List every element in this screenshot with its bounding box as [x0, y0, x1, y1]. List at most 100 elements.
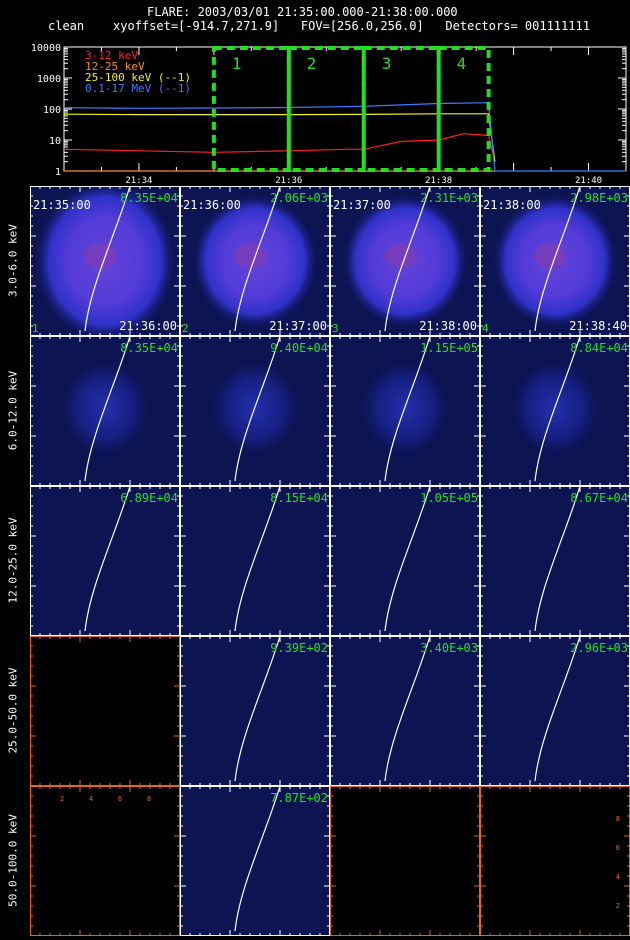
image-panel-background [30, 486, 180, 636]
panel-frame [180, 486, 330, 636]
solar-limb-line [84, 485, 131, 632]
y-tick-label: 1 [55, 167, 61, 178]
peak-value-label: 6.89E+04 [120, 491, 178, 505]
peak-value-label: 1.15E+05 [420, 341, 478, 355]
source-core [234, 244, 266, 268]
empty-panel-tick-label: 2 [60, 795, 64, 803]
x-tick-label: 21:38 [425, 176, 452, 186]
solar-limb-line [234, 335, 281, 482]
empty-panel-background [330, 786, 480, 936]
legend-entry: 12-25 keV [85, 60, 145, 73]
image-parameters: clean xyoffset=[-914.7,271.9] FOV=[256.0… [48, 19, 590, 33]
panel-frame [30, 486, 180, 636]
peak-value-label: 8.67E+04 [570, 491, 628, 505]
image-panel-background [330, 636, 480, 786]
xyoffset-value: [-914.7,271.9] [178, 19, 280, 33]
panel-frame [30, 336, 180, 486]
interval-end-time: 21:36:00 [119, 319, 177, 333]
peak-value-label: 8.35E+04 [120, 341, 178, 355]
empty-panel-tick-label: 6 [616, 844, 620, 852]
interval-start-time: 21:35:00 [33, 198, 91, 212]
interval-number: 2 [307, 54, 317, 73]
peak-value-label: 1.05E+05 [420, 491, 478, 505]
empty-panel-tick-label: 2 [616, 902, 620, 910]
panel-frame [330, 336, 480, 486]
interval-number: 3 [382, 54, 392, 73]
source-core [384, 244, 416, 268]
peak-value-label: 2.06E+03 [270, 191, 328, 205]
panel-index-label: 3 [332, 322, 339, 335]
empty-panel-tick-label: 8 [147, 795, 151, 803]
plot-frame [63, 46, 627, 172]
image-panel-background [180, 786, 330, 936]
peak-value-label: 9.39E+02 [270, 641, 328, 655]
interval-number: 1 [232, 54, 242, 73]
panel-frame [330, 786, 480, 936]
interval-start-time: 21:38:00 [483, 198, 541, 212]
solar-limb-line [534, 485, 581, 632]
solar-limb-line [384, 335, 431, 482]
image-panel-background [330, 486, 480, 636]
panel-frame [330, 486, 480, 636]
image-panel-background [180, 636, 330, 786]
x-tick-label: 21:36 [275, 176, 302, 186]
x-tick-label: 21:40 [575, 176, 602, 186]
image-panel-background [480, 486, 630, 636]
empty-panel-tick-label: 8 [616, 815, 620, 823]
peak-value-label: 2.31E+03 [420, 191, 478, 205]
energy-band-label: 12.0-25.0 keV [6, 517, 20, 604]
fov-label: FOV= [300, 19, 330, 33]
solar-limb-line [234, 485, 281, 632]
method-label: clean [48, 19, 85, 33]
peak-value-label: 8.35E+04 [120, 191, 178, 205]
y-tick-label: 100 [43, 105, 61, 116]
empty-panel-tick-label: 6 [118, 795, 122, 803]
panel-index-label: 4 [482, 322, 489, 335]
panel-frame [30, 786, 180, 936]
energy-band-label: 3.0-6.0 keV [6, 224, 20, 297]
empty-panel-background [30, 636, 180, 786]
panel-index-label: 1 [32, 322, 39, 335]
image-panel-background [180, 486, 330, 636]
solar-limb-line [234, 785, 281, 932]
xyoffset-label: xyoffset= [113, 19, 179, 33]
series-line [63, 102, 626, 172]
energy-band-label: 25.0-50.0 keV [6, 667, 20, 754]
legend-entry: 0.1-17 MeV (--1) [85, 82, 191, 95]
series-line [63, 133, 496, 162]
panel-frame [30, 636, 180, 786]
peak-value-label: 3.40E+03 [420, 641, 478, 655]
peak-value-label: 8.15E+04 [270, 491, 328, 505]
solar-limb-line [384, 485, 431, 632]
solar-limb-line [234, 186, 281, 332]
energy-band-label: 50.0-100.0 keV [6, 814, 20, 907]
interval-number: 4 [457, 54, 467, 73]
detectors-value: 001111111 [524, 19, 590, 33]
solar-limb-line [84, 186, 131, 332]
solar-limb-line [534, 635, 581, 782]
y-tick-label: 10000 [31, 43, 61, 54]
source-core [534, 244, 566, 268]
legend-entry: 3-12 keV [85, 49, 138, 62]
panel-frame [30, 186, 180, 336]
image-panel-background [480, 636, 630, 786]
empty-panel-tick-label: 4 [89, 795, 93, 803]
lightcurve-plot: 1 10 100 1000 10000 21:34 21:36 21:38 21:40 3-12 … [31, 43, 627, 186]
detectors-label: Detectors= [445, 19, 518, 33]
time-interval-box [436, 46, 491, 172]
interval-start-time: 21:37:00 [333, 198, 391, 212]
solar-limb-line [384, 186, 431, 332]
panel-frame [180, 636, 330, 786]
empty-panel-background [30, 786, 180, 936]
panel-frame [330, 636, 480, 786]
interval-end-time: 21:38:00 [419, 319, 477, 333]
source-core [84, 244, 116, 268]
panel-frame [180, 186, 330, 336]
panel-index-label: 2 [182, 322, 189, 335]
image-grid: 8.35E+04 21:35:00 21:36:00 1 2.06E+03 21:36:0… [30, 186, 630, 936]
y-tick-label: 1000 [37, 74, 61, 85]
fov-value: [256.0,256.0] [329, 19, 424, 33]
panel-frame [180, 336, 330, 486]
peak-value-label: 8.84E+04 [570, 341, 628, 355]
empty-panel-background [480, 786, 630, 936]
